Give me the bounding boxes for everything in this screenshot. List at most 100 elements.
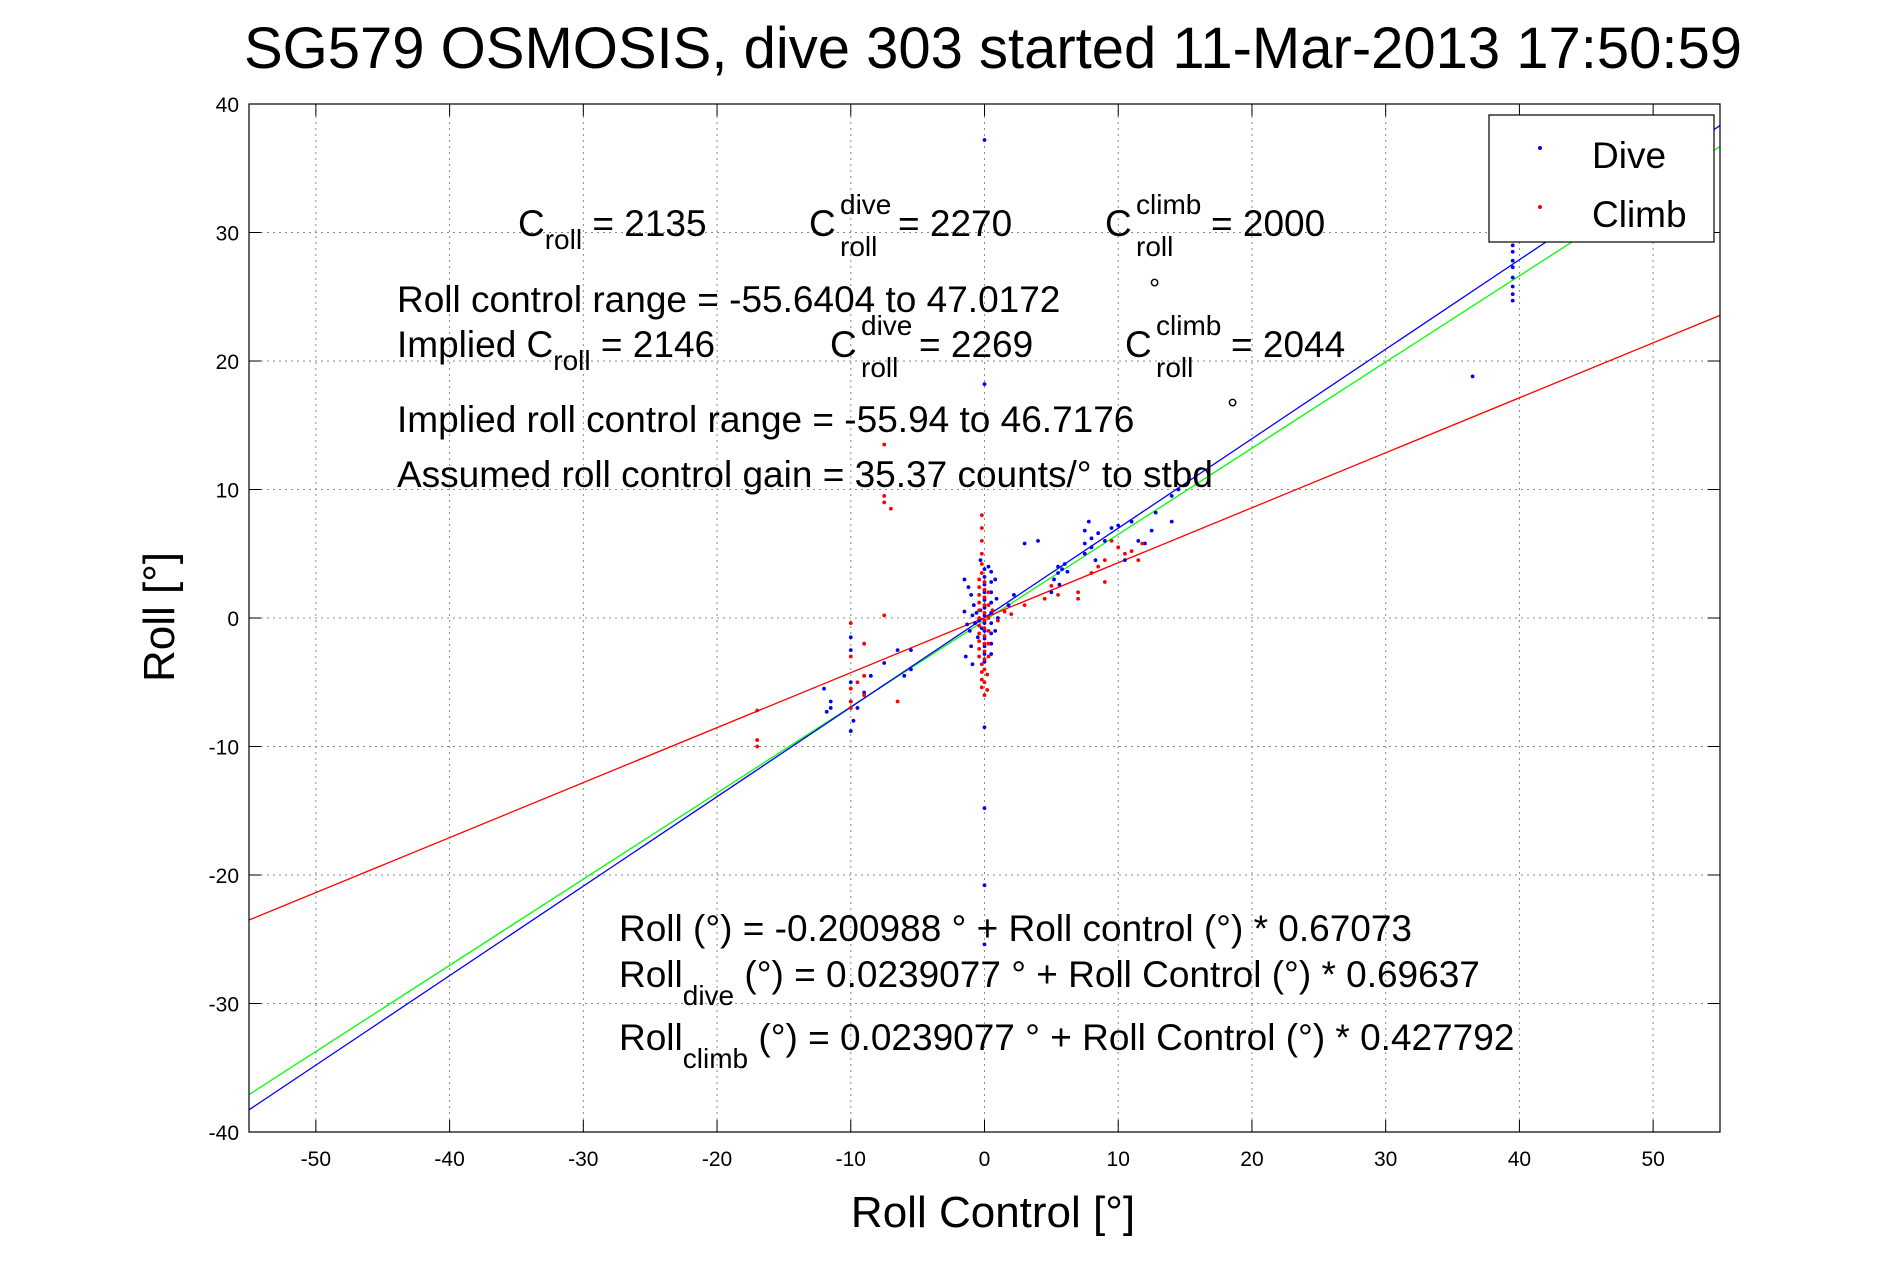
climb-point (979, 685, 984, 690)
climb-point (1102, 558, 1107, 563)
climb-point (986, 654, 991, 659)
dive-point (1116, 523, 1121, 528)
croll-dive-sub: roll (840, 231, 877, 262)
chart-title: SG579 OSMOSIS, dive 303 started 11-Mar-2… (244, 16, 1742, 81)
dive-point (989, 641, 994, 646)
climb-point (1109, 539, 1114, 543)
dive-point (1136, 539, 1141, 543)
climb-point (979, 526, 984, 530)
implied-range-degree-mark: ° (1227, 393, 1238, 424)
fit-climb-sub: climb (683, 1043, 748, 1074)
climb-point (979, 562, 984, 566)
climb-point (982, 610, 987, 615)
climb-point (848, 706, 853, 710)
climb-point (982, 595, 987, 600)
dive-point (882, 661, 887, 665)
climb-point (979, 677, 984, 682)
croll-sub: roll (545, 224, 582, 255)
y-tick-label: -10 (209, 737, 239, 760)
dive-point (1510, 292, 1515, 297)
climb-point (848, 699, 853, 704)
climb-point (982, 649, 987, 654)
climb-point (982, 693, 987, 697)
implied-dive-sub: roll (861, 352, 898, 383)
climb-point (982, 626, 987, 631)
dive-point (994, 596, 999, 601)
implied-climb-value: = 2044 (1231, 324, 1345, 365)
dive-point (989, 580, 994, 584)
climb-point (977, 616, 982, 620)
dive-point (975, 635, 980, 640)
y-tick-label: -30 (209, 994, 239, 1017)
climb-point (755, 744, 760, 749)
dive-point (962, 577, 967, 582)
climb-point (977, 592, 982, 597)
dive-point (855, 706, 860, 710)
climb-point (1076, 596, 1081, 601)
croll-climb-sub: roll (1136, 231, 1173, 262)
dive-point (1082, 528, 1087, 533)
dive-point (1057, 582, 1062, 587)
climb-point (979, 551, 984, 556)
x-tick-label: 0 (979, 1148, 991, 1171)
dive-point (824, 709, 829, 714)
x-tick-label: -50 (301, 1148, 331, 1171)
dive-point (982, 567, 987, 572)
dive-point (909, 667, 913, 672)
climb-point (977, 577, 982, 582)
climb-point (995, 618, 1000, 623)
dive-point (1129, 519, 1134, 524)
climb-point (982, 634, 987, 638)
implied-climb-base: C (1125, 324, 1152, 365)
climb-point (882, 494, 887, 498)
dive-point (1510, 249, 1515, 254)
dive-point (828, 699, 833, 704)
climb-point (848, 654, 853, 659)
climb-point (982, 641, 987, 646)
y-tick-label: -40 (209, 1122, 239, 1145)
climb-point (977, 623, 982, 628)
climb-point (1089, 571, 1094, 575)
dive-point (967, 628, 972, 633)
climb-point (977, 585, 982, 590)
fit-line (248, 314, 1721, 921)
climb-point (1096, 564, 1101, 569)
climb-point (977, 631, 982, 636)
climb-point (1129, 549, 1134, 554)
climb-point (979, 662, 984, 667)
dive-point (902, 673, 907, 678)
fit-dive-base: Roll (619, 954, 683, 995)
dive-point (1036, 539, 1040, 543)
climb-point (755, 738, 760, 742)
climb-point (1042, 596, 1047, 601)
dive-point (1060, 567, 1064, 572)
implied-dive-sup: dive (861, 310, 912, 341)
dive-point (848, 635, 853, 640)
y-tick-label: 0 (227, 608, 239, 631)
y-tick-label: 40 (216, 94, 239, 117)
dive-point (982, 138, 987, 142)
x-tick-label: -20 (702, 1148, 732, 1171)
dive-point (1089, 536, 1094, 541)
croll-base: C (518, 203, 545, 244)
implied-range-line: Implied roll control range = -55.94 to 4… (397, 399, 1134, 440)
croll-dive-base: C (809, 203, 836, 244)
dive-point (1056, 571, 1060, 575)
climb-point (855, 680, 860, 685)
dive-point (1006, 603, 1011, 608)
dive-point (1086, 519, 1091, 524)
dive-point (982, 382, 987, 387)
climb-point (1009, 612, 1014, 617)
x-tick-label: 20 (1240, 1148, 1263, 1171)
dive-point (1143, 541, 1147, 546)
dive-point (993, 628, 998, 633)
climb-point (985, 672, 990, 677)
dive-point (822, 686, 826, 691)
fit-dive-sub: dive (683, 980, 734, 1011)
climb-point (888, 506, 893, 511)
climb-point (986, 603, 991, 608)
climb-point (862, 673, 867, 678)
fit-climb-rest: (°) = 0.0239077 ° + Roll Control (°) * 0… (748, 1017, 1514, 1058)
annotation-block: Croll = 2135 C dive roll = 2270 C climb … (397, 189, 1514, 1074)
dive-point (979, 626, 984, 631)
